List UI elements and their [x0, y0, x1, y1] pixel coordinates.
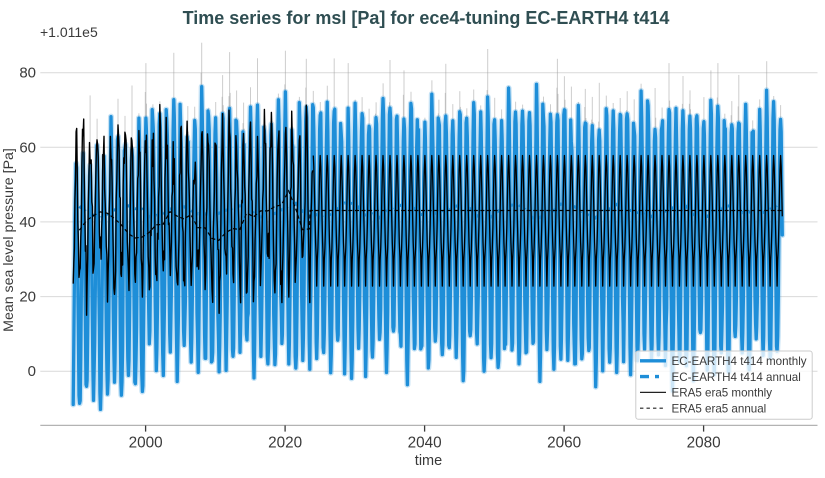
svg-text:60: 60 [19, 139, 36, 156]
svg-text:2000: 2000 [129, 434, 163, 451]
svg-text:Time series for msl [Pa] for e: Time series for msl [Pa] for ece4-tuning… [183, 8, 670, 28]
svg-text:Mean sea level pressure [Pa]: Mean sea level pressure [Pa] [1, 148, 17, 332]
svg-text:2020: 2020 [268, 434, 302, 451]
svg-text:EC-EARTH4 t414 annual: EC-EARTH4 t414 annual [672, 371, 801, 384]
svg-text:2080: 2080 [687, 434, 721, 451]
svg-text:40: 40 [19, 214, 36, 231]
svg-text:2060: 2060 [547, 434, 581, 451]
svg-text:0: 0 [28, 363, 36, 380]
svg-text:2040: 2040 [408, 434, 442, 451]
svg-text:+1.011e5: +1.011e5 [40, 24, 98, 40]
svg-text:EC-EARTH4 t414 monthly: EC-EARTH4 t414 monthly [672, 355, 807, 368]
svg-text:ERA5 era5 annual: ERA5 era5 annual [672, 402, 767, 415]
svg-text:20: 20 [19, 289, 36, 306]
svg-text:80: 80 [19, 65, 36, 82]
svg-text:ERA5 era5 monthly: ERA5 era5 monthly [672, 387, 773, 400]
svg-text:time: time [415, 453, 442, 469]
